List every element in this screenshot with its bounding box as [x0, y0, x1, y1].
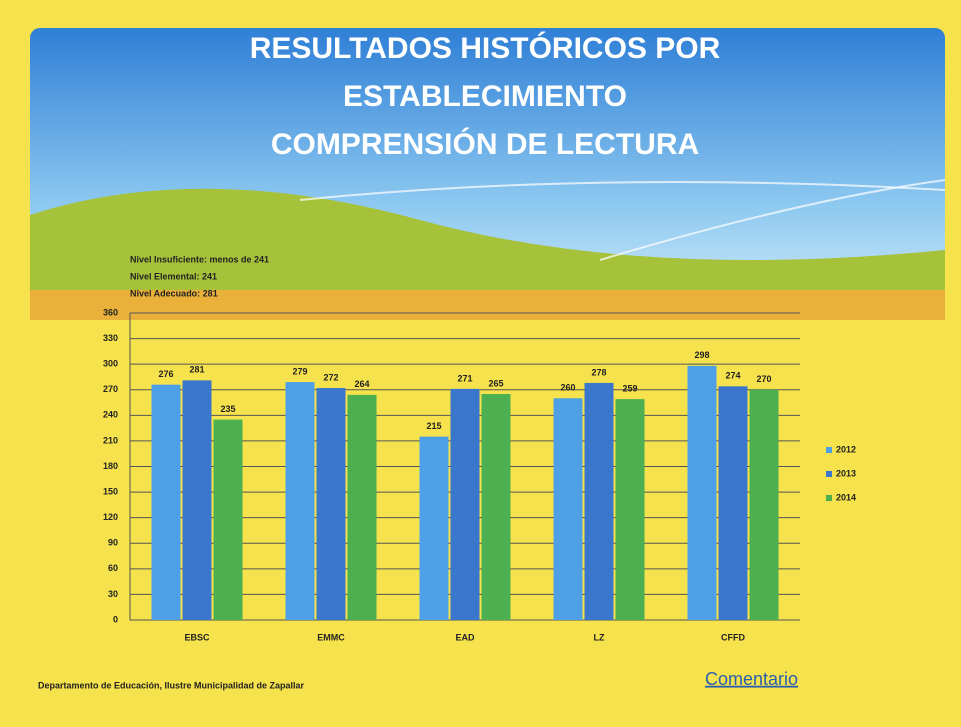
- legend-swatch: [826, 495, 832, 501]
- title-line: ESTABLECIMIENTO: [343, 80, 627, 113]
- value-label: 271: [457, 373, 472, 383]
- wave-line: [299, 181, 946, 201]
- bar: [450, 388, 480, 620]
- value-label: 278: [591, 367, 606, 377]
- value-label: 298: [694, 350, 709, 360]
- x-tick-label: EAD: [455, 632, 475, 642]
- note: Nivel Elemental: 241: [130, 271, 217, 281]
- legend-label: 2012: [836, 444, 856, 454]
- value-label: 270: [756, 374, 771, 384]
- bar: [584, 382, 614, 620]
- value-label: 235: [220, 404, 235, 414]
- bar: [213, 419, 243, 620]
- bar: [718, 386, 748, 620]
- value-label: 274: [725, 371, 740, 381]
- x-tick-label: LZ: [594, 632, 605, 642]
- title-line: COMPRENSIÓN DE LECTURA: [271, 127, 699, 161]
- legend-label: 2014: [836, 492, 856, 502]
- x-tick-label: EBSC: [184, 632, 210, 642]
- value-label: 276: [158, 369, 173, 379]
- bar: [615, 399, 645, 620]
- bar: [316, 388, 346, 620]
- y-tick-label: 120: [103, 512, 118, 522]
- x-tick-label: EMMC: [317, 632, 345, 642]
- note: Nivel Adecuado: 281: [130, 288, 218, 298]
- bar: [285, 382, 315, 620]
- y-tick-label: 30: [108, 589, 118, 599]
- value-label: 259: [622, 384, 637, 394]
- y-tick-label: 330: [103, 333, 118, 343]
- legend-swatch: [826, 471, 832, 477]
- value-label: 260: [560, 383, 575, 393]
- y-tick-label: 0: [113, 614, 118, 624]
- y-tick-label: 300: [103, 359, 118, 369]
- y-tick-label: 360: [103, 307, 118, 317]
- bar: [419, 436, 449, 620]
- orange-strip: [30, 290, 945, 320]
- note: Nivel Insuficiente: menos de 241: [130, 254, 269, 264]
- bar: [481, 394, 511, 620]
- value-label: 215: [426, 421, 441, 431]
- legend-label: 2013: [836, 468, 856, 478]
- bar: [553, 398, 583, 620]
- y-tick-label: 60: [108, 563, 118, 573]
- y-tick-label: 270: [103, 384, 118, 394]
- y-tick-label: 90: [108, 538, 118, 548]
- wave-line: [599, 179, 946, 261]
- title-line: RESULTADOS HISTÓRICOS POR: [250, 31, 721, 65]
- y-tick-label: 180: [103, 461, 118, 471]
- x-tick-label: CFFD: [721, 632, 745, 642]
- bar: [151, 384, 181, 620]
- wave: [30, 188, 945, 320]
- value-label: 264: [354, 379, 369, 389]
- y-tick-label: 210: [103, 435, 118, 445]
- bar: [749, 389, 779, 620]
- footer: Departamento de Educación, Ilustre Munic…: [38, 680, 305, 690]
- value-label: 281: [189, 365, 204, 375]
- bar: [687, 365, 717, 620]
- value-label: 279: [292, 366, 307, 376]
- y-tick-label: 150: [103, 486, 118, 496]
- value-label: 272: [323, 372, 338, 382]
- legend-swatch: [826, 447, 832, 453]
- y-tick-label: 240: [103, 410, 118, 420]
- link[interactable]: Comentario: [705, 669, 798, 689]
- bar: [182, 380, 212, 620]
- bar: [347, 394, 377, 620]
- value-label: 265: [488, 378, 503, 388]
